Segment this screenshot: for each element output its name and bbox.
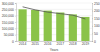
tick-label: 2016 bbox=[44, 42, 52, 46]
x-axis-title: Years bbox=[50, 48, 59, 52]
tick-mark bbox=[15, 41, 16, 42]
tick: 100,000 bbox=[2, 27, 16, 31]
tick: 2017 bbox=[57, 41, 65, 46]
tick-mark bbox=[15, 35, 16, 36]
x-axis: 2014 2015 2016 2017 2018 2019 bbox=[17, 41, 93, 46]
tick-mark bbox=[15, 16, 16, 17]
axis-line bbox=[15, 4, 17, 42]
bar bbox=[56, 13, 64, 42]
line bbox=[23, 7, 86, 19]
tick-label: 250,000 bbox=[2, 8, 14, 12]
tick: 2016 bbox=[44, 41, 52, 46]
tick: 200,000 bbox=[2, 14, 16, 18]
tick: 300,000 bbox=[2, 2, 16, 6]
tick-label: 300,000 bbox=[2, 2, 14, 6]
tick-mark bbox=[92, 3, 93, 4]
tick: 150 bbox=[92, 17, 100, 21]
tick: 100 bbox=[92, 24, 100, 28]
tick-mark bbox=[92, 11, 93, 12]
tick: 250,000 bbox=[2, 8, 16, 12]
tick: 200 bbox=[92, 9, 100, 13]
tick-mark bbox=[15, 9, 16, 10]
tick-mark bbox=[92, 26, 93, 27]
grid-line bbox=[16, 34, 92, 35]
bar bbox=[19, 9, 27, 41]
tick-mark bbox=[15, 28, 16, 29]
tick: 0 bbox=[92, 40, 96, 44]
tick: 2018 bbox=[69, 41, 77, 46]
tick-label: 2019 bbox=[82, 42, 90, 46]
chart: 2014 2015 2016 2017 2018 2019 0 50,000 100,000 15… bbox=[0, 0, 100, 52]
grid-line bbox=[16, 9, 92, 10]
plot: 2014 2015 2016 2017 2018 2019 0 50,000 100,000 15… bbox=[2, 2, 100, 47]
tick-label: 200 bbox=[94, 9, 100, 13]
bar bbox=[44, 11, 52, 41]
bar-series bbox=[19, 9, 90, 41]
bar bbox=[81, 17, 89, 41]
tick-label: 100 bbox=[94, 24, 100, 28]
grid bbox=[16, 3, 92, 41]
tick-label: 150 bbox=[94, 17, 100, 21]
tick-label: 0 bbox=[94, 40, 96, 44]
tick: 250 bbox=[92, 2, 100, 6]
tick-mark bbox=[92, 41, 93, 42]
tick-mark bbox=[92, 18, 93, 19]
tick-label: 200,000 bbox=[2, 14, 14, 18]
tick: 50,000 bbox=[4, 33, 16, 37]
bar bbox=[69, 14, 77, 41]
grid-line bbox=[16, 28, 92, 29]
tick: 50 bbox=[92, 32, 98, 36]
bar bbox=[31, 10, 39, 41]
tick-label: 50,000 bbox=[4, 33, 14, 37]
grid-line bbox=[16, 22, 92, 23]
tick: 0 bbox=[12, 40, 16, 44]
grid-line bbox=[16, 3, 92, 4]
tick: 2014 bbox=[19, 41, 27, 46]
tick: 2019 bbox=[82, 41, 90, 46]
tick-label: 2018 bbox=[69, 42, 77, 46]
tick: 2015 bbox=[31, 41, 39, 46]
marks bbox=[19, 7, 90, 41]
grid-line bbox=[16, 15, 92, 16]
tick-label: 2015 bbox=[31, 42, 39, 46]
tick-mark bbox=[15, 3, 16, 4]
tick-mark bbox=[15, 22, 16, 23]
tick-label: 0 bbox=[12, 40, 14, 44]
y-axis: 0 50,000 100,000 150,000 200,000 250,000 300,0… bbox=[2, 2, 17, 44]
tick: 150,000 bbox=[2, 21, 16, 25]
tick-label: 2017 bbox=[57, 42, 65, 46]
grid-line bbox=[16, 41, 92, 42]
tick-label: 100,000 bbox=[2, 27, 14, 31]
tick-label: 50 bbox=[94, 32, 98, 36]
y2-axis: 0 50 100 150 200 250 bbox=[92, 2, 100, 44]
tick-label: 150,000 bbox=[2, 21, 14, 25]
tick-mark bbox=[92, 33, 93, 34]
tick-label: 2014 bbox=[19, 42, 27, 46]
tick-label: 250 bbox=[94, 2, 100, 6]
